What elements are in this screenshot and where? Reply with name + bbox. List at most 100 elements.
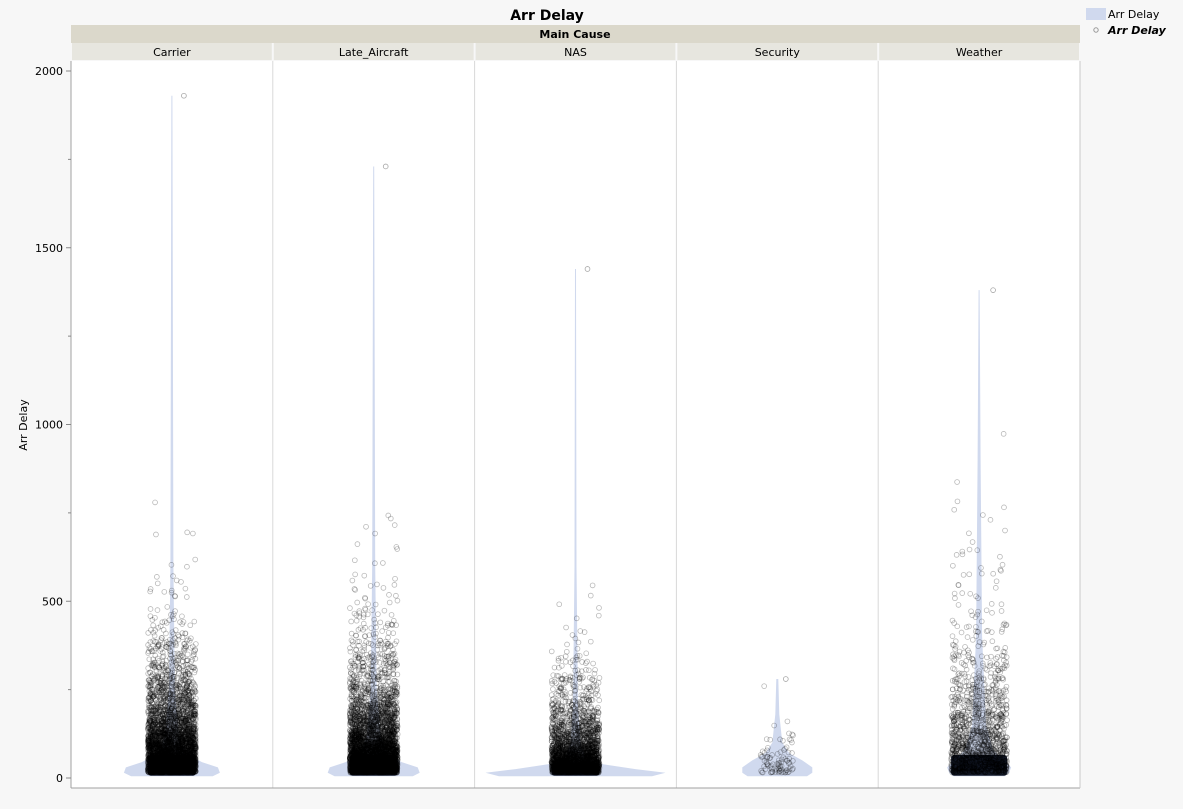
data-point xyxy=(159,769,166,776)
data-point xyxy=(184,745,191,751)
data-point xyxy=(187,751,194,757)
data-point xyxy=(186,751,193,758)
violin-dense-core xyxy=(147,755,196,776)
data-point xyxy=(151,660,157,666)
data-point xyxy=(147,767,153,773)
data-point xyxy=(171,765,177,772)
data-point xyxy=(160,684,167,691)
data-point xyxy=(176,753,183,760)
data-point xyxy=(175,636,182,643)
data-point xyxy=(182,757,189,764)
data-point xyxy=(180,749,187,755)
data-point xyxy=(145,744,151,750)
data-point xyxy=(146,745,153,751)
data-point xyxy=(183,765,190,772)
data-point xyxy=(178,762,185,769)
data-point xyxy=(155,693,161,699)
data-point xyxy=(160,767,167,774)
data-point xyxy=(167,648,174,655)
data-point xyxy=(180,688,187,695)
data-point xyxy=(182,760,189,766)
panel-carrier xyxy=(123,92,220,777)
data-point xyxy=(164,762,170,768)
data-point xyxy=(154,704,161,711)
data-point xyxy=(170,761,177,768)
data-point xyxy=(170,766,176,773)
data-point xyxy=(187,744,194,751)
data-point xyxy=(163,662,169,669)
data-point xyxy=(164,737,170,744)
data-point xyxy=(180,749,187,756)
data-point xyxy=(177,756,184,763)
data-point xyxy=(159,721,165,728)
data-point xyxy=(168,739,175,746)
data-point xyxy=(167,758,174,764)
data-point xyxy=(148,769,154,776)
data-point xyxy=(147,748,153,755)
data-point xyxy=(157,729,163,736)
data-point xyxy=(145,708,152,714)
data-point xyxy=(192,768,199,774)
data-point xyxy=(154,748,161,754)
data-point xyxy=(176,712,183,718)
data-point xyxy=(167,754,174,760)
data-point xyxy=(161,741,168,747)
data-point xyxy=(159,712,166,719)
data-point xyxy=(173,758,180,764)
data-point xyxy=(177,731,184,738)
data-point xyxy=(162,716,168,723)
data-point xyxy=(184,764,191,771)
data-point xyxy=(160,764,166,770)
data-point xyxy=(150,753,156,760)
data-point xyxy=(152,763,159,770)
data-point xyxy=(191,755,197,761)
data-point xyxy=(155,722,162,729)
data-point xyxy=(160,769,167,776)
data-point xyxy=(159,722,166,729)
data-point xyxy=(147,747,153,753)
data-point xyxy=(187,763,194,770)
data-point xyxy=(185,765,192,771)
data-point xyxy=(178,715,184,721)
data-point xyxy=(167,727,174,733)
data-point xyxy=(149,740,156,746)
data-point xyxy=(190,745,196,751)
data-point xyxy=(158,769,164,775)
data-point xyxy=(192,755,198,761)
data-point xyxy=(180,760,186,766)
data-point xyxy=(156,766,163,773)
data-point xyxy=(157,747,164,754)
category-header-security xyxy=(677,43,878,60)
data-point xyxy=(160,689,166,695)
data-point xyxy=(147,763,153,770)
data-point xyxy=(149,742,155,748)
data-point xyxy=(176,748,182,754)
data-point xyxy=(182,760,189,766)
data-point xyxy=(146,739,152,745)
data-point xyxy=(171,740,178,746)
data-point xyxy=(179,652,186,659)
data-point xyxy=(154,760,161,767)
data-point xyxy=(178,719,185,726)
data-point xyxy=(172,760,178,766)
data-point xyxy=(179,677,186,684)
data-point xyxy=(173,760,180,766)
data-point xyxy=(146,720,153,727)
data-point xyxy=(182,762,189,768)
data-point xyxy=(173,725,180,731)
data-point xyxy=(163,769,169,776)
data-point xyxy=(146,750,152,757)
data-point xyxy=(187,740,194,747)
data-point xyxy=(182,743,188,750)
data-point xyxy=(168,732,175,739)
data-point xyxy=(168,736,175,742)
data-point xyxy=(155,728,162,735)
data-point xyxy=(152,768,159,774)
data-point xyxy=(168,732,175,739)
data-point xyxy=(152,753,159,759)
data-point xyxy=(155,751,162,758)
data-point xyxy=(169,754,175,760)
data-point xyxy=(189,688,195,695)
data-point xyxy=(152,765,159,772)
data-point xyxy=(155,707,162,713)
